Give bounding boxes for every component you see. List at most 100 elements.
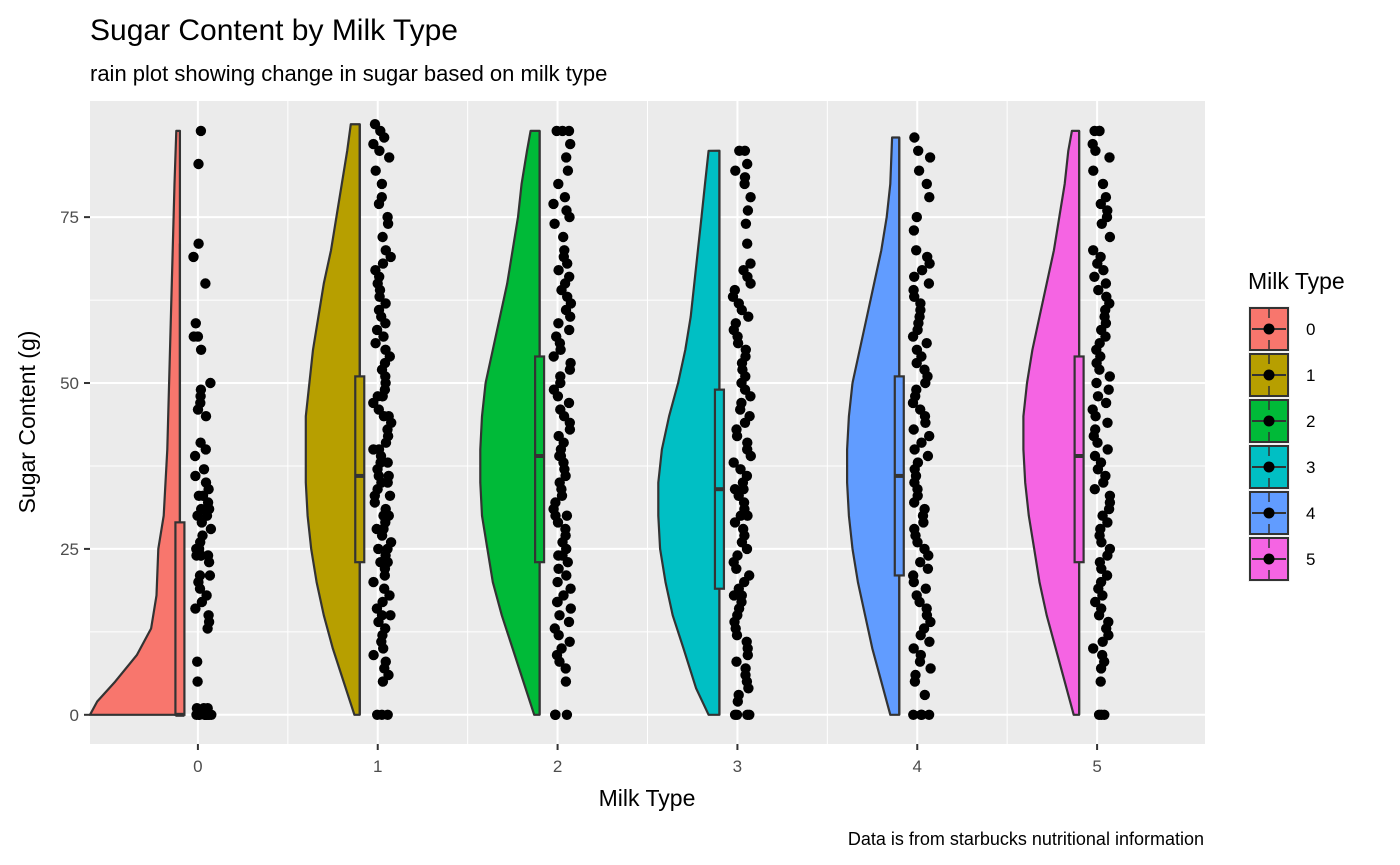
point-4 — [923, 709, 935, 720]
legend-label: 4 — [1306, 504, 1315, 523]
point-4 — [910, 669, 921, 681]
point-0 — [200, 411, 212, 422]
point-2 — [548, 351, 559, 362]
point-4 — [916, 437, 927, 448]
point-0 — [189, 450, 201, 462]
x-tick-label: 1 — [373, 757, 382, 776]
legend-items: 0 1 2 3 4 5 — [1248, 306, 1315, 582]
point-3 — [742, 205, 754, 216]
point-5 — [1104, 543, 1116, 555]
axes: 0 25 50 75 0 1 2 3 4 5 — [60, 208, 1102, 776]
point-4 — [915, 404, 926, 415]
point-4 — [921, 178, 932, 190]
point-1 — [385, 610, 396, 621]
point-0 — [198, 703, 209, 714]
point-3 — [742, 437, 753, 448]
point-4 — [919, 543, 930, 555]
point-0 — [195, 125, 207, 137]
y-tick-label: 0 — [70, 706, 79, 725]
point-4 — [908, 570, 919, 581]
point-1 — [380, 344, 391, 355]
point-1 — [376, 192, 387, 203]
point-2 — [553, 318, 564, 329]
point-2 — [553, 178, 564, 190]
point-2 — [551, 125, 562, 137]
point-3 — [745, 192, 756, 203]
point-1 — [380, 298, 391, 309]
point-4 — [911, 384, 922, 395]
point-2 — [561, 570, 572, 581]
point-0 — [204, 570, 216, 581]
point-0 — [197, 530, 208, 541]
point-2 — [553, 563, 564, 574]
legend-key-point — [1263, 553, 1275, 565]
point-4 — [913, 145, 924, 156]
point-2 — [564, 636, 575, 647]
point-3 — [745, 258, 756, 269]
point-1 — [373, 444, 385, 455]
point-5 — [1089, 450, 1101, 462]
point-4 — [913, 165, 925, 176]
point-1 — [370, 338, 381, 349]
point-3 — [728, 457, 739, 468]
point-4 — [908, 643, 919, 654]
point-5 — [1095, 576, 1107, 588]
point-4 — [922, 563, 934, 574]
point-3 — [740, 218, 752, 229]
point-1 — [373, 304, 385, 316]
point-0 — [192, 656, 203, 667]
box-5 — [1073, 355, 1085, 564]
point-5 — [1089, 125, 1100, 137]
point-4 — [909, 271, 920, 282]
point-0 — [193, 158, 204, 170]
grid-lines — [90, 101, 1205, 744]
point-4 — [908, 225, 920, 236]
point-5 — [1095, 676, 1106, 687]
point-5 — [1100, 470, 1111, 482]
point-5 — [1096, 603, 1107, 614]
point-2 — [563, 125, 575, 137]
point-1 — [370, 165, 381, 176]
point-4 — [915, 649, 926, 661]
violin-4 — [846, 136, 901, 716]
point-4 — [925, 663, 936, 674]
point-4 — [909, 132, 920, 143]
point-4 — [908, 709, 919, 720]
x-axis-title: Milk Type — [599, 785, 696, 811]
point-0 — [201, 590, 212, 601]
point-1 — [374, 145, 385, 156]
point-3 — [736, 397, 747, 409]
point-5 — [1089, 484, 1101, 495]
point-1 — [378, 331, 389, 342]
y-tick-label: 50 — [60, 374, 79, 393]
point-2 — [550, 709, 561, 720]
point-3 — [742, 238, 753, 249]
point-3 — [730, 165, 741, 176]
point-4 — [915, 298, 926, 309]
point-2 — [553, 265, 564, 276]
y-tick-label: 25 — [60, 540, 79, 559]
point-0 — [200, 278, 211, 289]
point-4 — [923, 278, 935, 289]
legend-key-point — [1263, 507, 1275, 519]
point-0 — [194, 570, 206, 581]
point-2 — [560, 523, 571, 535]
point-0 — [190, 318, 201, 329]
point-4 — [924, 192, 935, 203]
point-0 — [193, 238, 204, 249]
point-0 — [205, 523, 217, 535]
point-1 — [380, 623, 391, 634]
point-2 — [561, 510, 573, 521]
point-3 — [733, 689, 744, 701]
point-4 — [922, 450, 934, 462]
point-5 — [1097, 510, 1108, 521]
point-5 — [1100, 278, 1112, 289]
point-4 — [922, 251, 933, 263]
point-4 — [920, 583, 931, 594]
point-3 — [739, 172, 751, 183]
point-1 — [376, 178, 388, 190]
boxplots — [174, 124, 1085, 717]
point-0 — [195, 437, 206, 448]
point-4 — [911, 245, 922, 256]
point-5 — [1095, 523, 1106, 535]
